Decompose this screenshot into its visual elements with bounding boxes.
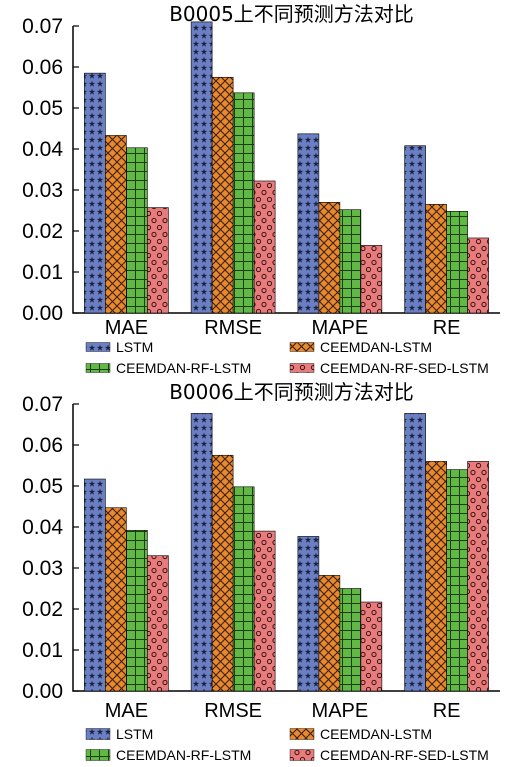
y-tick-label: 0.00 [22, 680, 63, 703]
bar-ceemdan-rf-lstm-mae [126, 147, 148, 314]
bar-ceemdan-rf-sed-lstm-re [467, 237, 489, 314]
legend-label: CEEMDAN-RF-SED-LSTM [320, 747, 489, 763]
bar-ceemdan-rf-sed-lstm-rmse [253, 180, 276, 314]
legend-label: CEEMDAN-RF-LSTM [116, 747, 251, 763]
y-tick-label: 0.02 [22, 220, 63, 243]
bar-ceemdan-rf-sed-lstm-mae [147, 555, 169, 692]
legend-swatch-ceemdan-rf-sed-lstm [289, 749, 315, 761]
bar-ceemdan-lstm-mae [105, 507, 127, 692]
legend-swatch-ceemdan-lstm [289, 728, 315, 740]
y-tick-label: 0.01 [22, 261, 63, 284]
legend-label: CEEMDAN-RF-SED-LSTM [320, 360, 489, 376]
bar-ceemdan-rf-lstm-re [446, 469, 468, 692]
x-category-label: MAE [105, 317, 148, 339]
bar-ceemdan-lstm-re [425, 204, 447, 314]
bar-ceemdan-rf-sed-lstm-mape [360, 601, 383, 692]
legend-swatch-lstm [85, 342, 111, 352]
chart-title: B0006上不同预测方法对比 [169, 380, 414, 404]
bar-lstm-mape [297, 536, 320, 692]
bar-lstm-rmse [190, 21, 213, 314]
bar-lstm-mae [84, 72, 106, 314]
y-tick-label: 0.05 [22, 97, 63, 120]
x-category-label: MAE [105, 700, 148, 722]
legend-label: LSTM [116, 726, 153, 742]
x-category-label: MAPE [312, 700, 369, 722]
bar-lstm-re [404, 413, 426, 692]
y-tick-label: 0.04 [22, 138, 63, 161]
bar-ceemdan-rf-lstm-mape [339, 588, 362, 692]
bar-ceemdan-rf-sed-lstm-rmse [253, 530, 276, 692]
bar-ceemdan-rf-lstm-mape [339, 209, 362, 314]
y-tick-label: 0.02 [22, 598, 63, 621]
x-category-label: RE [433, 700, 461, 722]
legend-label: CEEMDAN-RF-LSTM [116, 360, 251, 376]
bar-ceemdan-rf-lstm-mae [126, 529, 148, 692]
chart-2: B0006上不同预测方法对比 0.00 0.01 0.02 0.03 0.04 0.05 0.… [22, 380, 500, 763]
bar-lstm-mape [297, 133, 320, 314]
bar-ceemdan-rf-sed-lstm-mae [147, 207, 169, 314]
y-tick-label: 0.07 [22, 15, 63, 38]
y-tick-label: 0.03 [22, 179, 63, 202]
chart-1: B0005上不同预测方法对比0.000.010.020.030.040.050.… [22, 2, 500, 376]
legend-label: CEEMDAN-LSTM [320, 726, 432, 742]
y-tick-label: 0.00 [22, 302, 63, 325]
x-category-label: RE [433, 317, 461, 339]
bar-ceemdan-lstm-mape [318, 202, 341, 314]
y-tick-label: 0.04 [22, 516, 63, 539]
y-tick-label: 0.05 [22, 475, 63, 498]
y-tick-label: 0.06 [22, 434, 63, 457]
x-category-label: RMSE [204, 317, 262, 339]
legend-label: LSTM [116, 339, 153, 355]
bar-lstm-re [404, 145, 426, 314]
bar-ceemdan-rf-sed-lstm-re [467, 461, 489, 692]
bar-ceemdan-lstm-rmse [211, 76, 234, 314]
bar-ceemdan-rf-sed-lstm-mape [360, 245, 383, 314]
bar-ceemdan-lstm-mape [318, 575, 341, 692]
bar-ceemdan-lstm-rmse [211, 454, 234, 692]
bar-ceemdan-rf-lstm-rmse [232, 486, 255, 692]
y-tick-label: 0.03 [22, 557, 63, 580]
bar-ceemdan-lstm-re [425, 461, 447, 692]
bar-ceemdan-rf-lstm-re [446, 211, 468, 314]
legend-swatch-ceemdan-rf-sed-lstm [289, 363, 315, 373]
x-category-label: RMSE [204, 700, 262, 722]
legend-swatch-ceemdan-rf-lstm [85, 749, 111, 761]
bar-ceemdan-rf-lstm-rmse [232, 92, 255, 314]
y-tick-label: 0.06 [22, 56, 63, 79]
y-tick-label: 0.07 [22, 393, 63, 416]
legend-label: CEEMDAN-LSTM [320, 339, 432, 355]
bar-ceemdan-lstm-mae [105, 135, 127, 314]
x-category-label: MAPE [312, 317, 369, 339]
bar-lstm-rmse [190, 413, 213, 692]
legend-swatch-lstm [85, 728, 111, 740]
legend-swatch-ceemdan-rf-lstm [85, 363, 111, 373]
legend-swatch-ceemdan-lstm [289, 342, 315, 352]
bar-lstm-mae [84, 478, 106, 692]
y-tick-label: 0.01 [22, 639, 63, 662]
